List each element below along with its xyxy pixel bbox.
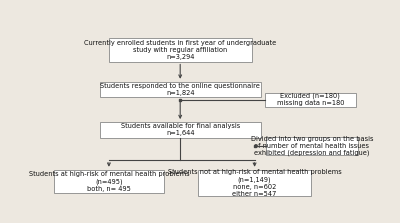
Text: Students at high-risk of mental health problems
(n=495)
both, n= 495: Students at high-risk of mental health p… [28,171,189,192]
Text: Students responded to the online questionnaire
n=1,824: Students responded to the online questio… [100,83,260,96]
Text: Students available for final analysis
n=1,644: Students available for final analysis n=… [120,123,240,136]
FancyBboxPatch shape [100,122,261,138]
FancyBboxPatch shape [54,170,164,193]
Text: Divided into two groups on the basis
of number of mental health issues
exhibited: Divided into two groups on the basis of … [251,136,373,156]
Text: Currently enrolled students in first year of undergraduate
study with regular af: Currently enrolled students in first yea… [84,40,276,60]
Text: Students not at high-risk of mental health problems
(n=1,149)
none, n=602
either: Students not at high-risk of mental heal… [168,169,342,197]
FancyBboxPatch shape [265,93,356,107]
FancyBboxPatch shape [109,38,252,62]
FancyBboxPatch shape [198,170,311,196]
Text: Excluded (n=180)
missing data n=180: Excluded (n=180) missing data n=180 [277,93,344,107]
FancyBboxPatch shape [266,137,358,155]
FancyBboxPatch shape [100,82,261,97]
